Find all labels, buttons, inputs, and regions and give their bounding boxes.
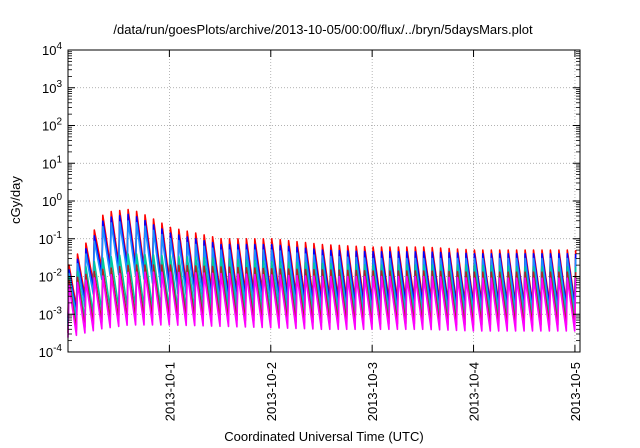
y-tick-label: 104 bbox=[42, 41, 62, 58]
y-tick-label: 10-4 bbox=[39, 343, 63, 360]
chart-title: /data/run/goesPlots/archive/2013-10-05/0… bbox=[113, 22, 533, 37]
y-tick-base: 10 bbox=[39, 345, 53, 360]
x-tick-labels: 2013-10-1 2013-10-2 2013-10-3 2013-10-4 2013… bbox=[162, 362, 583, 421]
y-tick-label: 102 bbox=[42, 117, 62, 134]
x-tick-label: 2013-10-5 bbox=[568, 362, 583, 421]
y-tick-base: 10 bbox=[42, 119, 56, 134]
y-tick-base: 10 bbox=[39, 307, 53, 322]
y-tick-exponent: 0 bbox=[56, 192, 62, 203]
y-tick-base: 10 bbox=[39, 270, 53, 285]
y-tick-base: 10 bbox=[42, 81, 56, 96]
series-layer bbox=[67, 208, 577, 338]
y-tick-label: 10-2 bbox=[39, 268, 63, 285]
x-tick-label: 2013-10-2 bbox=[264, 362, 279, 421]
y-tick-base: 10 bbox=[42, 194, 56, 209]
y-tick-label: 100 bbox=[42, 192, 62, 209]
y-tick-exponent: -3 bbox=[53, 305, 62, 316]
y-tick-exponent: -1 bbox=[53, 230, 62, 241]
y-tick-exponent: 4 bbox=[56, 41, 62, 52]
y-tick-label: 10-3 bbox=[39, 305, 63, 322]
x-axis-title: Coordinated Universal Time (UTC) bbox=[224, 429, 423, 444]
y-tick-exponent: 1 bbox=[56, 154, 62, 165]
ticks bbox=[68, 49, 580, 353]
y-tick-label: 10-1 bbox=[39, 230, 63, 247]
y-tick-exponent: -4 bbox=[53, 343, 62, 354]
series-line-6 bbox=[67, 271, 577, 338]
x-tick-label: 2013-10-1 bbox=[162, 362, 177, 421]
x-tick-label: 2013-10-4 bbox=[467, 362, 482, 421]
x-tick-label: 2013-10-3 bbox=[365, 362, 380, 421]
y-tick-label: 103 bbox=[42, 79, 62, 96]
y-tick-base: 10 bbox=[42, 43, 56, 58]
y-tick-label: 101 bbox=[42, 154, 62, 171]
y-tick-exponent: 3 bbox=[56, 79, 62, 90]
y-axis-title: cGy/day bbox=[8, 176, 23, 224]
y-tick-base: 10 bbox=[39, 232, 53, 247]
y-tick-base: 10 bbox=[42, 156, 56, 171]
y-tick-exponent: 2 bbox=[56, 117, 62, 128]
y-tick-exponent: -2 bbox=[53, 268, 62, 279]
